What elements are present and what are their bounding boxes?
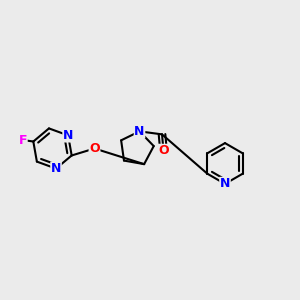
Text: N: N (220, 177, 230, 190)
Text: O: O (158, 144, 169, 158)
Text: F: F (19, 134, 27, 146)
Text: N: N (134, 125, 145, 138)
Text: O: O (89, 142, 100, 155)
Text: N: N (63, 129, 73, 142)
Text: N: N (51, 162, 61, 175)
